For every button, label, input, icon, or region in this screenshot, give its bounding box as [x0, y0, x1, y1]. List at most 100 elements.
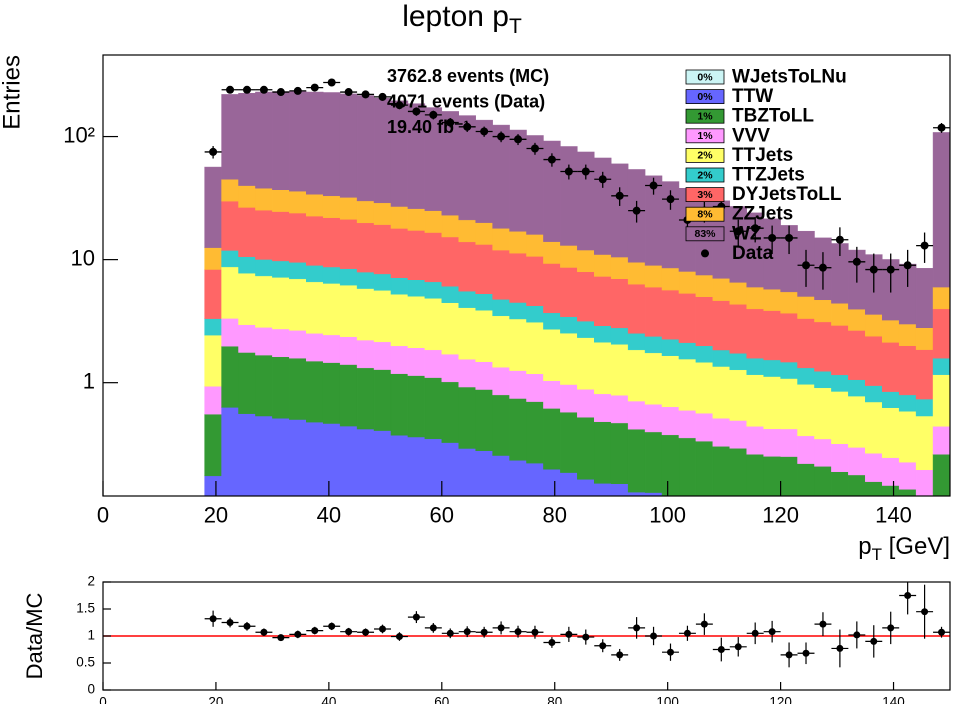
stack-segment: [865, 481, 883, 497]
ratio-point: [938, 628, 946, 636]
stack-segment: [458, 307, 476, 360]
stack-segment: [577, 249, 595, 273]
stack-segment: [814, 321, 832, 372]
stack-segment: [797, 367, 815, 385]
stack-segment: [407, 347, 426, 376]
stack-segment: [763, 310, 781, 361]
stack-segment: [865, 385, 883, 403]
stack-segment: [780, 456, 798, 497]
stack-segment: [373, 224, 392, 275]
y-axis-label: Data/MC: [22, 592, 47, 679]
stack-segment: [373, 341, 392, 370]
ratio-point: [395, 633, 403, 641]
stack-segment: [729, 369, 747, 421]
stack-segment: [898, 394, 917, 412]
data-point: [649, 181, 658, 190]
x-tick-label: 0: [97, 503, 109, 528]
stack-segment: [390, 206, 409, 229]
stack-segment: [881, 391, 900, 408]
stack-segment: [272, 189, 290, 212]
stack-segment: [390, 434, 409, 497]
data-point: [802, 261, 811, 270]
data-point: [869, 265, 878, 274]
x-tick-label: 80: [547, 694, 562, 704]
stack-segment: [509, 302, 527, 320]
stack-segment: [255, 91, 273, 189]
stack-segment: [627, 262, 646, 285]
stack-segment: [526, 462, 544, 497]
stack-segment: [221, 200, 239, 251]
x-label-text: p: [858, 533, 871, 560]
stack-segment: [424, 298, 443, 351]
stack-segment: [356, 271, 375, 289]
legend-swatch: [685, 187, 725, 203]
legend-share: 3%: [697, 189, 713, 201]
stack-segment: [424, 438, 443, 497]
stack-segment: [475, 389, 493, 451]
stack-segment: [356, 95, 375, 202]
ratio-point: [904, 592, 912, 599]
stack-segment: [678, 293, 697, 343]
stack-segment: [204, 166, 222, 248]
data-point: [734, 227, 743, 236]
ratio-point: [633, 624, 641, 632]
ratio-point: [870, 637, 878, 645]
data-point: [886, 265, 895, 274]
ratio-point: [650, 632, 658, 640]
stack-segment: [848, 447, 866, 476]
stack-segment: [492, 366, 510, 396]
stack-segment: [373, 369, 392, 431]
ratio-point: [531, 628, 539, 636]
stack-segment: [492, 455, 510, 497]
stack-segment: [746, 357, 764, 375]
stack-segment: [204, 334, 222, 387]
data-point: [785, 233, 794, 242]
legend-share: 8%: [697, 208, 713, 220]
stack-segment: [272, 356, 290, 419]
stack-segment: [831, 471, 849, 497]
data-point: [497, 132, 506, 141]
chart-title: lepton pT: [402, 0, 522, 38]
ratio-point: [565, 630, 573, 638]
stack-segment: [763, 359, 781, 377]
stack-segment: [306, 333, 324, 362]
legend-label: Data: [732, 243, 774, 264]
stack-segment: [509, 231, 527, 254]
ratio-point: [277, 634, 285, 642]
stack-segment: [306, 421, 324, 497]
stack-segment: [272, 260, 290, 278]
stack-segment: [373, 430, 392, 497]
stack-segment: [543, 468, 561, 497]
stack-segment: [475, 244, 493, 295]
x-tick-label: 60: [430, 503, 454, 528]
stack-segment: [644, 265, 663, 288]
data-point: [463, 122, 472, 131]
ratio-point: [717, 646, 725, 653]
stack-segment: [289, 419, 307, 497]
stack-segment: [373, 202, 392, 225]
stack-segment: [526, 305, 544, 323]
stack-segment: [695, 274, 714, 297]
stack-segment: [475, 361, 493, 390]
data-point: [514, 135, 523, 144]
stack-segment: [560, 245, 578, 268]
stack-segment: [289, 190, 307, 214]
stack-segment: [204, 269, 222, 319]
stack-segment: [407, 230, 426, 280]
stack-segment: [543, 241, 561, 264]
stack-segment: [322, 423, 341, 497]
stack-segment: [577, 337, 595, 390]
stack-segment: [915, 415, 934, 471]
data-point: [615, 191, 624, 200]
stack-segment: [560, 472, 578, 497]
stack-segment: [932, 454, 951, 497]
y-tick-label: 10: [71, 245, 95, 270]
stack-segment: [898, 489, 917, 497]
stack-segment: [492, 249, 510, 300]
x-label-subscript: T: [872, 545, 882, 564]
data-point: [412, 107, 421, 116]
ratio-point: [311, 627, 319, 635]
data-point: [327, 78, 336, 87]
stack-segment: [543, 328, 561, 381]
ratio-point: [599, 642, 607, 650]
